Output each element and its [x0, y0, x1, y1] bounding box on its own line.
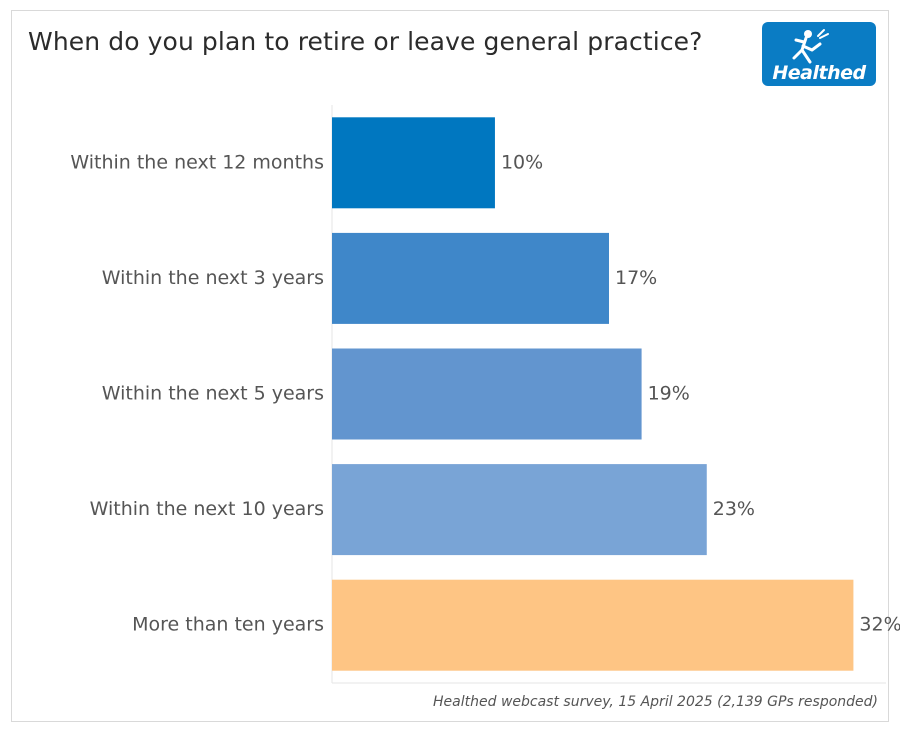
source-note: Healthed webcast survey, 15 April 2025 (…: [433, 694, 878, 710]
category-label-1: Within the next 12 months: [70, 151, 324, 173]
bar-2[interactable]: [332, 232, 609, 324]
category-label-2: Within the next 3 years: [102, 267, 324, 289]
category-label-3: Within the next 5 years: [102, 383, 324, 405]
value-label-3: 19%: [648, 383, 690, 405]
category-label-5: More than ten years: [132, 614, 324, 636]
healthed-logo: Healthed: [762, 22, 876, 86]
value-label-2: 17%: [615, 267, 657, 289]
bar-1[interactable]: [332, 117, 495, 209]
bar-3[interactable]: [332, 348, 642, 440]
mercury-figure-icon: [792, 29, 829, 64]
logo-text: Healthed: [772, 62, 866, 84]
bar-4[interactable]: [332, 464, 707, 556]
value-label-5: 32%: [859, 614, 900, 636]
chart-title: When do you plan to retire or leave gene…: [28, 27, 703, 56]
value-label-4: 23%: [713, 498, 755, 520]
value-label-1: 10%: [501, 151, 543, 173]
bar-5[interactable]: [332, 579, 854, 671]
category-label-4: Within the next 10 years: [90, 498, 324, 520]
